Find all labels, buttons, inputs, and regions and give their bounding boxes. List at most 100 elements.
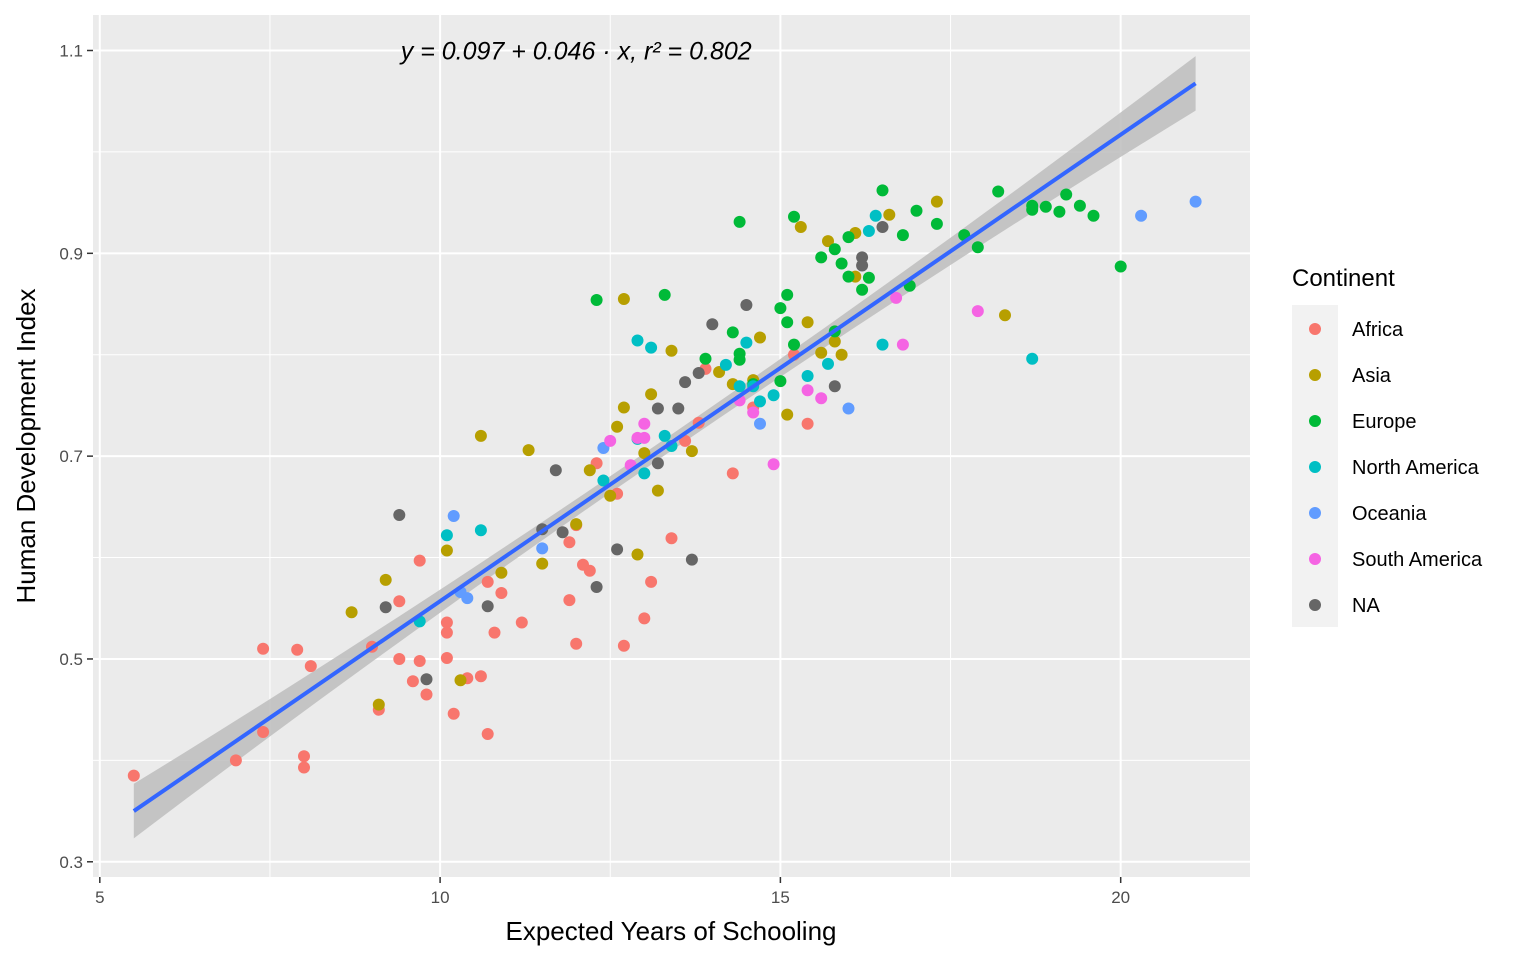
- data-point: [617, 293, 630, 305]
- data-point: [815, 251, 828, 264]
- data-point: [930, 217, 943, 230]
- legend-label: NA: [1352, 595, 1380, 617]
- data-point: [440, 652, 453, 664]
- data-point: [971, 305, 984, 318]
- y-tick-label: 0.5: [59, 650, 83, 669]
- data-point: [638, 612, 651, 625]
- data-point: [883, 208, 896, 221]
- data-point: [1189, 195, 1202, 208]
- data-point: [651, 457, 664, 470]
- data-point: [291, 643, 304, 656]
- data-point: [536, 557, 549, 570]
- data-point: [740, 299, 753, 311]
- data-point: [645, 388, 658, 401]
- data-point: [896, 338, 909, 351]
- data-point: [406, 675, 419, 688]
- data-point: [1053, 205, 1066, 218]
- data-point: [1087, 209, 1100, 222]
- legend-key: [1309, 369, 1321, 381]
- data-point: [570, 518, 583, 531]
- data-point: [495, 566, 508, 579]
- data-point: [590, 581, 603, 593]
- data-point: [856, 283, 869, 296]
- data-point: [645, 341, 658, 354]
- data-point: [563, 594, 576, 607]
- grid-major: [93, 15, 1250, 877]
- data-point: [127, 769, 140, 782]
- data-point: [413, 655, 426, 667]
- data-point: [869, 209, 882, 222]
- data-point: [754, 417, 766, 430]
- y-axis-ticks: 0.3 0.5 0.7 0.9 1.1: [59, 41, 93, 872]
- data-point: [658, 288, 671, 301]
- data-point: [393, 653, 406, 665]
- data-point: [801, 417, 814, 430]
- data-point: [420, 673, 433, 686]
- data-point: [679, 376, 692, 389]
- data-point: [474, 429, 487, 442]
- data-point: [413, 554, 426, 567]
- x-tick-label: 5: [95, 888, 104, 907]
- data-point: [638, 467, 651, 480]
- regression-equation: y = 0.097 + 0.046 · x, r² = 0.802: [399, 37, 752, 65]
- data-point: [1026, 352, 1039, 365]
- data-point: [617, 639, 630, 652]
- legend-key: [1309, 599, 1321, 611]
- data-point: [393, 595, 406, 608]
- data-point: [856, 259, 869, 272]
- data-point: [440, 544, 453, 557]
- data-point: [658, 429, 671, 442]
- data-point: [1026, 203, 1039, 216]
- data-point: [1073, 199, 1086, 212]
- data-point: [420, 688, 433, 701]
- data-point: [631, 548, 644, 561]
- data-point: [788, 210, 800, 223]
- x-tick-label: 15: [771, 888, 790, 907]
- data-point: [862, 225, 875, 237]
- data-point: [679, 434, 692, 447]
- data-point: [638, 447, 651, 460]
- regression-line: [132, 81, 1197, 813]
- data-point: [1114, 260, 1127, 273]
- data-point: [611, 420, 624, 433]
- data-point: [257, 642, 270, 655]
- data-point: [522, 444, 535, 457]
- data-point: [298, 761, 310, 774]
- data-point: [454, 674, 467, 687]
- data-point: [767, 458, 780, 471]
- data-point: [862, 271, 875, 284]
- legend-key: [1309, 507, 1321, 519]
- data-point: [481, 575, 494, 588]
- data-point: [672, 402, 685, 415]
- data-point: [774, 375, 787, 388]
- data-point: [474, 670, 487, 683]
- data-point: [393, 509, 406, 521]
- legend-label: South America: [1352, 549, 1483, 571]
- data-point: [815, 346, 828, 359]
- data-point: [876, 221, 889, 233]
- data-point: [590, 294, 603, 306]
- data-point: [583, 564, 596, 577]
- data-point: [754, 395, 766, 408]
- data-point: [440, 626, 453, 639]
- data-point: [372, 698, 385, 711]
- data-points: [127, 184, 1202, 782]
- data-point: [651, 484, 664, 497]
- data-point: [999, 309, 1011, 322]
- data-point: [665, 532, 678, 545]
- regression-line-layer: [132, 81, 1197, 813]
- y-tick-label: 1.1: [59, 41, 83, 60]
- data-point: [440, 616, 453, 629]
- data-point: [890, 291, 903, 304]
- data-point: [617, 401, 630, 414]
- data-point: [440, 529, 453, 542]
- data-point: [631, 334, 644, 347]
- data-point: [447, 707, 460, 720]
- data-point: [345, 606, 358, 619]
- y-tick-label: 0.9: [59, 244, 83, 263]
- data-point: [896, 229, 909, 242]
- data-point: [692, 367, 705, 379]
- legend-title: Continent: [1292, 265, 1395, 292]
- data-point: [1039, 200, 1052, 213]
- data-point: [801, 384, 814, 397]
